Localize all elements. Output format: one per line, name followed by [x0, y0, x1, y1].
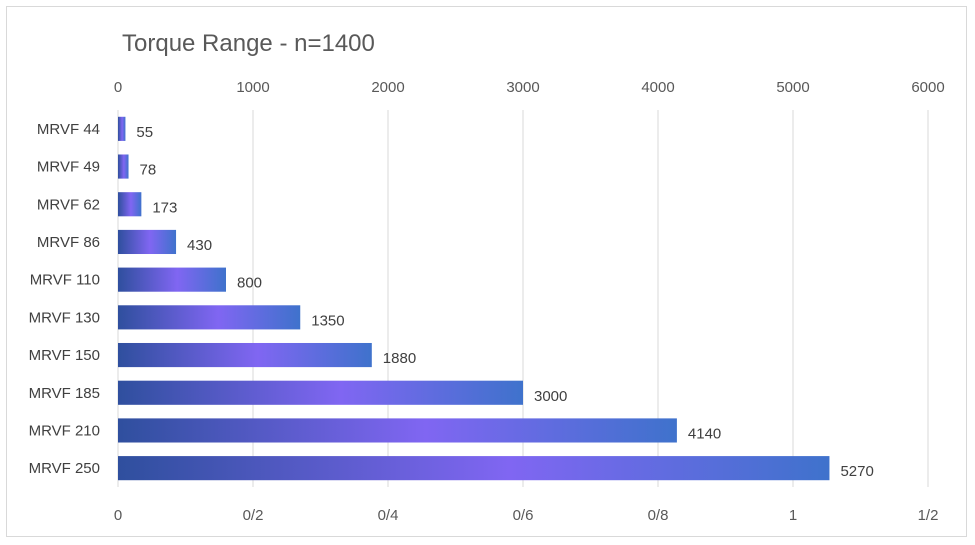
data-label: 3000: [534, 388, 567, 405]
category-label: MRVF 62: [37, 196, 100, 213]
category-label: MRVF 185: [29, 385, 100, 402]
top-tick-label: 3000: [506, 79, 539, 96]
bar: [118, 305, 301, 330]
data-label: 5270: [840, 463, 873, 480]
category-label: MRVF 210: [29, 422, 100, 439]
chart-title: Torque Range - n=1400: [122, 30, 375, 57]
category-label: MRVF 150: [29, 347, 100, 364]
bottom-tick-label: 0: [114, 507, 122, 524]
data-label: 173: [152, 199, 177, 216]
top-tick-label: 1000: [236, 79, 269, 96]
bar: [118, 456, 830, 481]
category-label: MRVF 110: [30, 272, 100, 289]
data-label: 78: [140, 162, 157, 179]
bars: [118, 116, 830, 481]
bottom-tick-label: 1/2: [918, 507, 939, 524]
category-label: MRVF 86: [37, 234, 100, 251]
category-label: MRVF 250: [29, 460, 100, 477]
bar: [118, 380, 523, 405]
bar: [118, 154, 129, 179]
bar: [118, 192, 142, 217]
category-label: MRVF 44: [37, 121, 100, 138]
data-label: 1880: [383, 350, 416, 367]
category-label: MRVF 49: [37, 159, 100, 176]
bottom-axis: 0 0/2 0/4 0/6 0/8 1 1/2: [114, 507, 939, 524]
bar: [118, 229, 177, 255]
top-tick-label: 0: [114, 79, 122, 96]
data-label: 4140: [688, 425, 721, 442]
category-label: MRVF 130: [29, 309, 100, 326]
data-label: 1350: [311, 312, 344, 329]
top-tick-label: 6000: [911, 79, 944, 96]
data-labels: 55 78 173 430 800 1350 1880 3000 4140 5270: [136, 124, 873, 480]
bottom-tick-label: 0/2: [243, 507, 264, 524]
bar: [118, 418, 677, 443]
bar: [118, 116, 126, 141]
data-label: 800: [237, 275, 262, 292]
bottom-tick-label: 0/4: [378, 507, 399, 524]
bottom-tick-label: 0/8: [648, 507, 669, 524]
bottom-tick-label: 0/6: [513, 507, 534, 524]
top-tick-label: 5000: [776, 79, 809, 96]
data-label: 55: [136, 124, 153, 141]
bar: [118, 342, 372, 368]
top-tick-label: 2000: [371, 79, 404, 96]
data-label: 430: [187, 237, 212, 254]
top-axis: 0 1000 2000 3000 4000 5000 6000: [114, 79, 945, 96]
bar: [118, 267, 226, 292]
bottom-tick-label: 1: [789, 507, 797, 524]
category-labels: MRVF 44 MRVF 49 MRVF 62 MRVF 86 MRVF 110 MRVF…: [29, 121, 100, 477]
top-tick-label: 4000: [641, 79, 674, 96]
